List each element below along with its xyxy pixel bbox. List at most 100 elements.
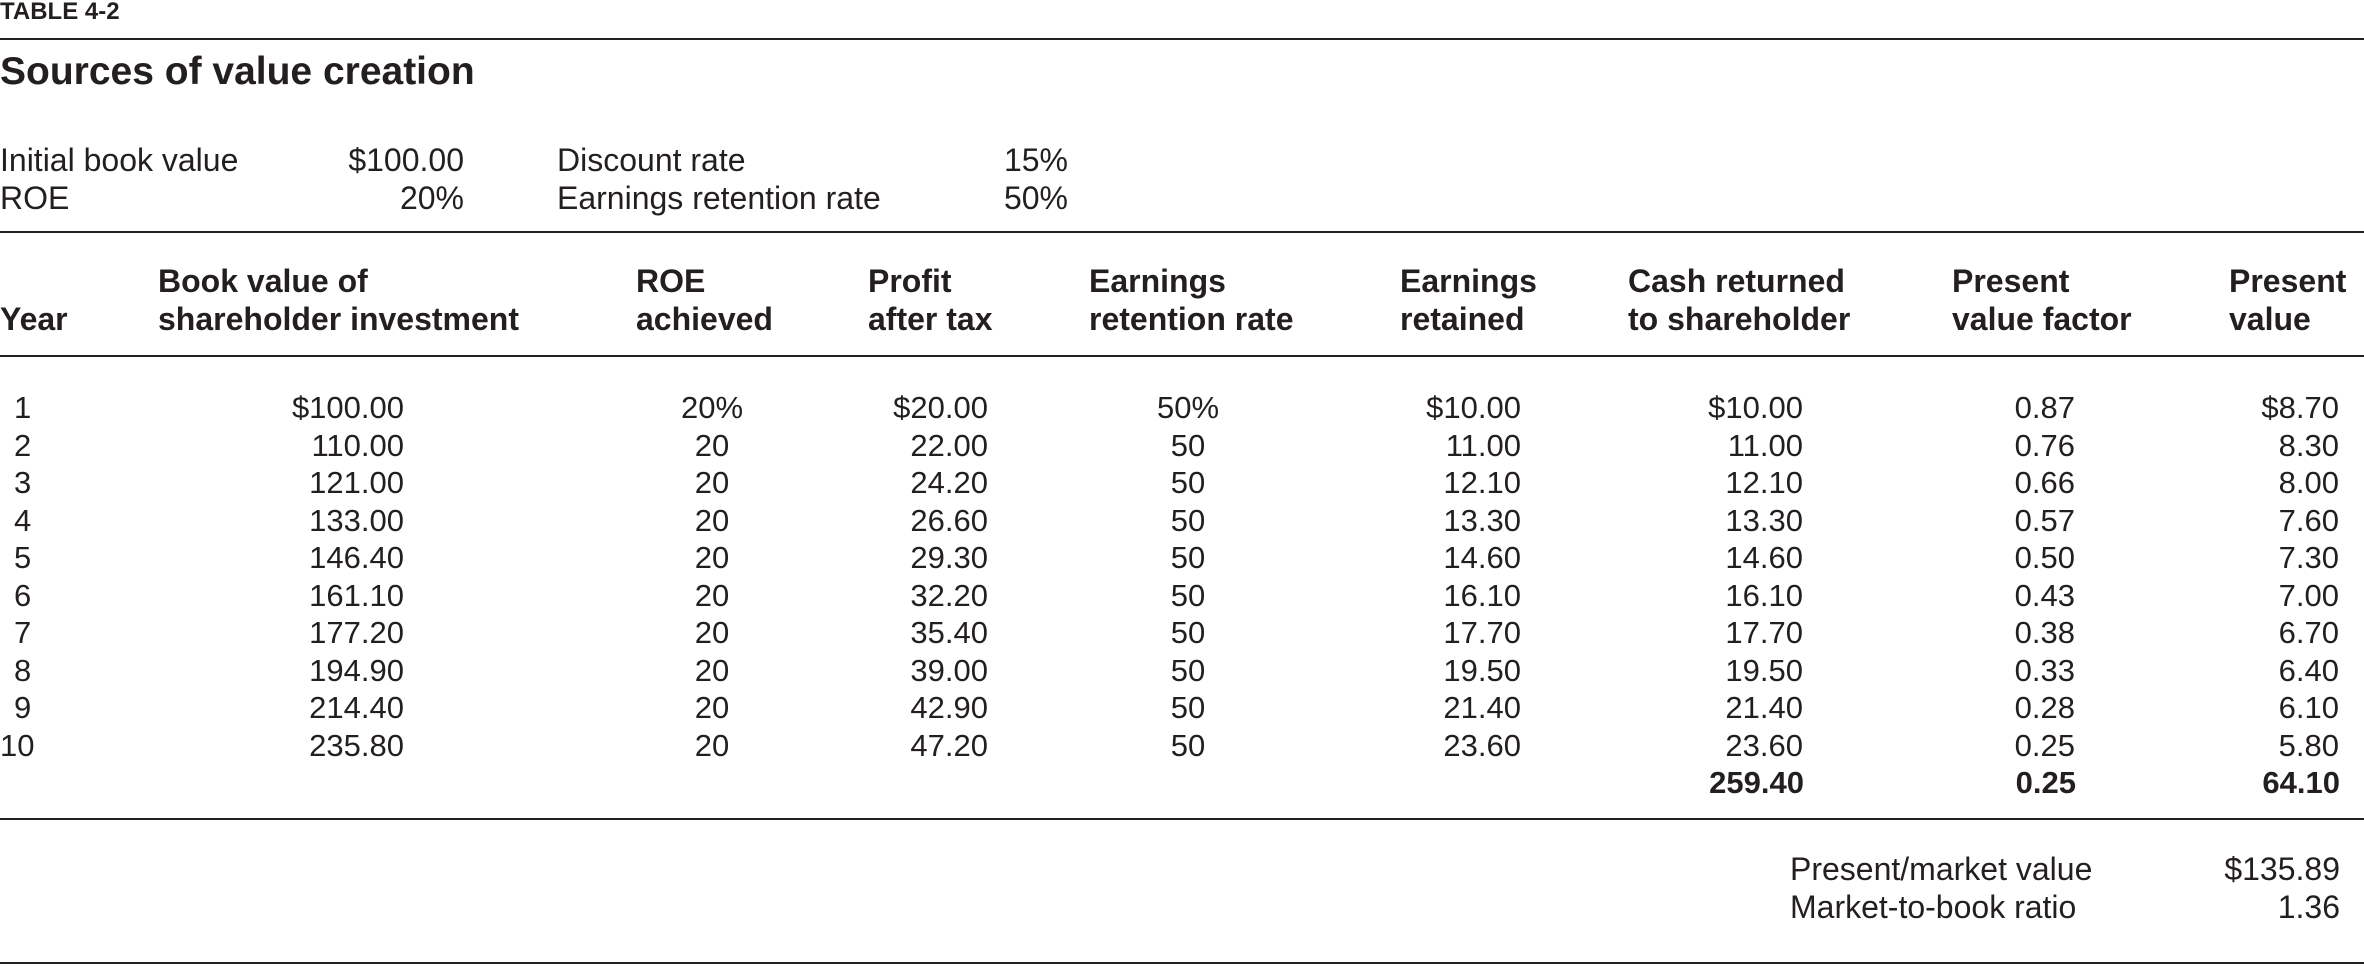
param-value-earnings-retention-rate: 50% [1003, 180, 1068, 216]
cell-present-value: $8.70 [2261, 390, 2339, 425]
total-cash-returned: 259.40 [1709, 765, 1804, 800]
cell-retention-rate: 50% [1156, 390, 1220, 425]
cell-roe-achieved: 20 [694, 427, 730, 463]
cell-pv-factor: 0.33 [2014, 652, 2075, 688]
cell-present-value: 6.70 [2278, 615, 2339, 650]
cell-present-value: 6.10 [2278, 690, 2339, 725]
cell-profit-after-tax: 42.90 [910, 690, 988, 725]
cell-retention-rate: 50 [1170, 690, 1206, 725]
cell-retention-rate: 50 [1170, 427, 1206, 463]
cell-profit-after-tax: 35.40 [910, 615, 988, 650]
cell-retention-rate: 50 [1170, 577, 1206, 613]
cell-year: 1 [14, 390, 32, 425]
cell-retention-rate: 50 [1170, 615, 1206, 650]
cell-cash-returned: 11.00 [1727, 427, 1803, 463]
rule-totals [0, 818, 2364, 820]
col-header-profit-after-tax: Profit after tax [868, 263, 993, 337]
cell-book-value: 161.10 [309, 577, 404, 613]
cell-profit-after-tax: 24.20 [910, 465, 988, 500]
param-label-discount-rate: Discount rate [557, 142, 746, 178]
cell-earnings-retained: 17.70 [1443, 615, 1521, 650]
cell-pv-factor: 0.87 [2014, 390, 2075, 425]
cell-cash-returned: 13.30 [1725, 502, 1803, 538]
cell-book-value: 214.40 [309, 690, 404, 725]
cell-earnings-retained: 19.50 [1443, 652, 1521, 688]
param-value-initial-book-value: $100.00 [348, 142, 464, 178]
cell-year: 6 [14, 577, 32, 613]
cell-retention-rate: 50 [1170, 540, 1206, 575]
cell-roe-achieved: 20 [694, 577, 730, 613]
cell-profit-after-tax: 29.30 [910, 540, 988, 575]
cell-retention-rate: 50 [1170, 502, 1206, 538]
cell-roe-achieved: 20 [694, 465, 730, 500]
cell-profit-after-tax: 47.20 [910, 727, 988, 763]
cell-cash-returned: 23.60 [1725, 727, 1803, 763]
cell-cash-returned: 14.60 [1725, 540, 1803, 575]
cell-profit-after-tax: $20.00 [893, 390, 988, 425]
cell-year: 8 [14, 652, 32, 688]
cell-cash-returned: 16.10 [1725, 577, 1803, 613]
cell-earnings-retained: 16.10 [1443, 577, 1521, 613]
col-header-present-value: Present value [2229, 263, 2347, 337]
cell-cash-returned: 12.10 [1725, 465, 1803, 500]
col-header-pv-factor: Present value factor [1952, 263, 2132, 337]
table-title: Sources of value creation [0, 50, 475, 93]
cell-year: 4 [14, 502, 32, 538]
cell-year: 7 [14, 615, 32, 650]
cell-pv-factor: 0.76 [2014, 427, 2075, 463]
cell-profit-after-tax: 32.20 [910, 577, 988, 613]
cell-pv-factor: 0.66 [2014, 465, 2075, 500]
cell-earnings-retained: 12.10 [1443, 465, 1521, 500]
param-label-initial-book-value: Initial book value [0, 142, 239, 178]
cell-profit-after-tax: 26.60 [910, 502, 988, 538]
cell-earnings-retained: 11.00 [1445, 427, 1521, 463]
col-header-earnings-retention-rate: Earnings retention rate [1089, 263, 1294, 337]
col-header-earnings-retained: Earnings retained [1400, 263, 1537, 337]
rule-params [0, 231, 2364, 233]
cell-retention-rate: 50 [1170, 727, 1206, 763]
cell-earnings-retained: $10.00 [1426, 390, 1521, 425]
cell-year: 10 [0, 727, 35, 763]
cell-earnings-retained: 21.40 [1443, 690, 1521, 725]
cell-profit-after-tax: 39.00 [910, 652, 988, 688]
cell-present-value: 7.00 [2278, 577, 2339, 613]
cell-roe-achieved: 20 [694, 690, 730, 725]
cell-cash-returned: 21.40 [1725, 690, 1803, 725]
cell-pv-factor: 0.50 [2014, 540, 2075, 575]
rule-top [0, 38, 2364, 40]
cell-pv-factor: 0.43 [2014, 577, 2075, 613]
cell-present-value: 6.40 [2278, 652, 2339, 688]
cell-present-value: 8.30 [2278, 427, 2339, 463]
param-label-earnings-retention-rate: Earnings retention rate [557, 180, 881, 216]
cell-cash-returned: 17.70 [1725, 615, 1803, 650]
cell-profit-after-tax: 22.00 [910, 427, 988, 463]
cell-roe-achieved: 20 [694, 540, 730, 575]
cell-cash-returned: 19.50 [1725, 652, 1803, 688]
param-label-roe: ROE [0, 180, 70, 216]
cell-book-value: 146.40 [309, 540, 404, 575]
cell-year: 3 [14, 465, 32, 500]
cell-roe-achieved: 20 [694, 502, 730, 538]
cell-present-value: 7.60 [2278, 502, 2339, 538]
summary-value-market-to-book: 1.36 [2277, 889, 2340, 925]
cell-book-value: 177.20 [309, 615, 404, 650]
total-present-value: 64.10 [2262, 765, 2340, 800]
cell-earnings-retained: 14.60 [1443, 540, 1521, 575]
col-header-year: Year [0, 301, 68, 337]
cell-roe-achieved: 20% [680, 390, 744, 425]
cell-earnings-retained: 13.30 [1443, 502, 1521, 538]
cell-year: 9 [14, 690, 32, 725]
cell-present-value: 8.00 [2278, 465, 2339, 500]
cell-present-value: 7.30 [2278, 540, 2339, 575]
cell-roe-achieved: 20 [694, 615, 730, 650]
cell-pv-factor: 0.38 [2014, 615, 2075, 650]
cell-year: 2 [14, 427, 32, 463]
summary-value-present-market-value: $135.89 [2224, 851, 2340, 887]
param-value-discount-rate: 15% [1003, 142, 1068, 178]
cell-book-value: $100.00 [291, 390, 404, 425]
cell-year: 5 [14, 540, 32, 575]
total-pv-factor: 0.25 [2015, 765, 2076, 800]
cell-retention-rate: 50 [1170, 652, 1206, 688]
cell-present-value: 5.80 [2278, 727, 2339, 763]
table-label: TABLE 4-2 [0, 0, 120, 25]
